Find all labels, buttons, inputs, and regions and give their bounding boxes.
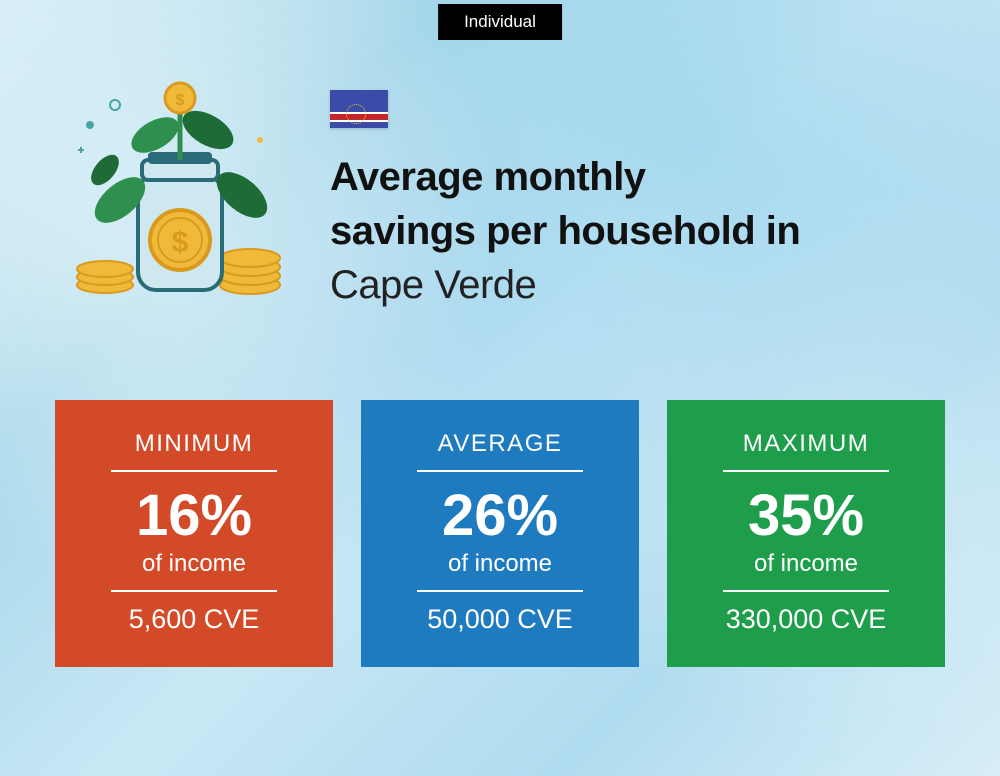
divider xyxy=(111,470,277,472)
header: $ $ Average monthly savings per househol… xyxy=(60,80,960,312)
card-label: MAXIMUM xyxy=(691,430,921,458)
card-label: AVERAGE xyxy=(385,430,615,458)
card-amount: 5,600 CVE xyxy=(79,604,309,635)
divider xyxy=(111,590,277,592)
stat-cards: MINIMUM 16% of income 5,600 CVE AVERAGE … xyxy=(55,400,945,667)
category-badge: Individual xyxy=(438,4,562,40)
title-country: Cape Verde xyxy=(330,263,536,307)
card-average: AVERAGE 26% of income 50,000 CVE xyxy=(361,400,639,667)
svg-text:$: $ xyxy=(176,92,185,109)
card-sub: of income xyxy=(385,550,615,578)
card-amount: 50,000 CVE xyxy=(385,604,615,635)
divider xyxy=(723,590,889,592)
card-amount: 330,000 CVE xyxy=(691,604,921,635)
page-title: Average monthly savings per household in… xyxy=(330,150,800,312)
cape-verde-flag-icon xyxy=(330,90,388,128)
title-line2: savings per household in xyxy=(330,209,800,253)
divider xyxy=(417,470,583,472)
card-maximum: MAXIMUM 35% of income 330,000 CVE xyxy=(667,400,945,667)
card-sub: of income xyxy=(691,550,921,578)
savings-jar-illustration: $ $ xyxy=(60,80,290,310)
card-sub: of income xyxy=(79,550,309,578)
card-percent: 26% xyxy=(385,484,615,548)
divider xyxy=(723,470,889,472)
divider xyxy=(417,590,583,592)
card-percent: 35% xyxy=(691,484,921,548)
card-percent: 16% xyxy=(79,484,309,548)
svg-text:$: $ xyxy=(172,226,189,259)
title-line1: Average monthly xyxy=(330,155,646,199)
title-block: Average monthly savings per household in… xyxy=(330,80,800,312)
card-minimum: MINIMUM 16% of income 5,600 CVE xyxy=(55,400,333,667)
card-label: MINIMUM xyxy=(79,430,309,458)
